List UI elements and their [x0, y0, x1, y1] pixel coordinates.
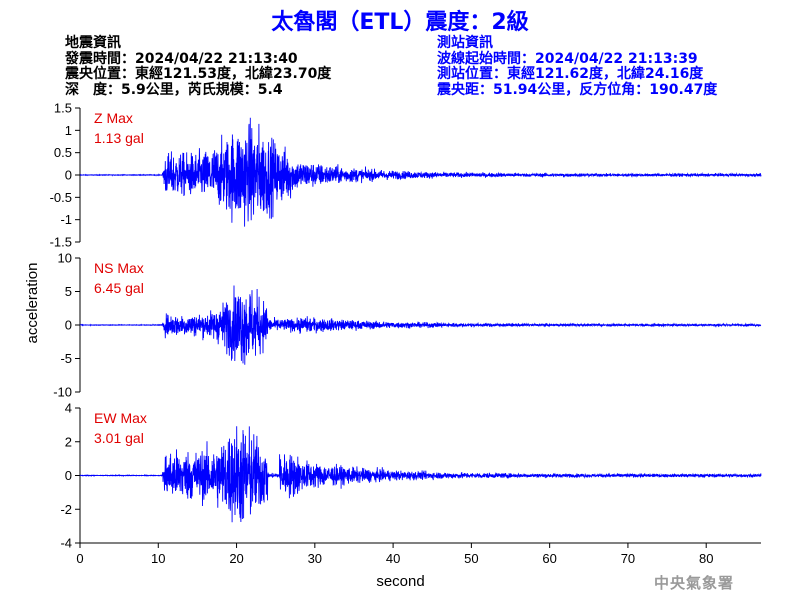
x-tick-label: 80 — [699, 551, 713, 566]
y-tick-label-ns: 10 — [58, 251, 72, 266]
y-axis-title: acceleration — [24, 263, 41, 344]
origin-time: 發震時間：2024/04/22 21:13:40 — [65, 50, 298, 67]
y-tick-label-z: 1.5 — [54, 101, 72, 116]
y-tick-label-ew: -4 — [60, 536, 72, 551]
station-info-heading: 測站資訊 — [437, 35, 493, 51]
max-label-ns: NS Max — [94, 260, 144, 276]
max-label-z: Z Max — [94, 110, 133, 126]
max-value-ns: 6.45 gal — [94, 280, 144, 296]
y-tick-label-ew: 0 — [65, 468, 72, 483]
epicentral-distance: 震央距：51.94公里，反方位角：190.47度 — [437, 81, 718, 98]
y-tick-label-z: 1 — [65, 123, 72, 138]
y-tick-label-z: 0.5 — [54, 145, 72, 160]
y-tick-label-ew: 4 — [65, 401, 72, 416]
x-tick-label: 40 — [386, 551, 400, 566]
y-tick-label-z: -1 — [60, 212, 72, 227]
station-location: 測站位置：東經121.62度，北緯24.16度 — [437, 66, 704, 82]
earthquake-info: 地震資訊 發震時間：2024/04/22 21:13:40 震央位置：東經121… — [65, 35, 332, 98]
x-tick-label: 0 — [76, 551, 83, 566]
waveform-z — [79, 117, 762, 227]
y-tick-label-ns: -10 — [53, 385, 72, 400]
x-axis-title: second — [376, 573, 424, 590]
y-tick-label-ew: 2 — [65, 434, 72, 449]
depth-magnitude: 深 度：5.9公里，芮氏規模：5.4 — [65, 81, 283, 98]
y-tick-label-z: -1.5 — [50, 235, 72, 250]
y-tick-label-ns: 5 — [65, 284, 72, 299]
y-tick-label-ew: -2 — [60, 502, 72, 517]
waveform-ns — [79, 285, 762, 365]
waveform-ew — [79, 426, 762, 523]
x-tick-label: 10 — [151, 551, 165, 566]
max-value-z: 1.13 gal — [94, 130, 144, 146]
wave-start-time: 波線起始時間：2024/04/22 21:13:39 — [437, 50, 698, 67]
page-title: 太魯閣（ETL）震度：2級 — [271, 10, 529, 35]
y-tick-label-z: 0 — [65, 168, 72, 183]
x-tick-label: 60 — [542, 551, 556, 566]
y-tick-label-z: -0.5 — [50, 190, 72, 205]
station-info: 測站資訊 波線起始時間：2024/04/22 21:13:39 測站位置：東經1… — [437, 35, 718, 98]
max-value-ew: 3.01 gal — [94, 430, 144, 446]
y-tick-label-ns: 0 — [65, 318, 72, 333]
x-tick-label: 30 — [308, 551, 322, 566]
agency-watermark: 中央氣象署 — [654, 574, 735, 592]
epicenter-location: 震央位置：東經121.53度，北緯23.70度 — [65, 66, 332, 82]
max-label-ew: EW Max — [94, 410, 147, 426]
x-tick-label: 20 — [229, 551, 243, 566]
y-tick-label-ns: -5 — [60, 351, 72, 366]
earthquake-info-heading: 地震資訊 — [65, 35, 121, 51]
x-tick-label: 50 — [464, 551, 478, 566]
x-tick-label: 70 — [621, 551, 635, 566]
